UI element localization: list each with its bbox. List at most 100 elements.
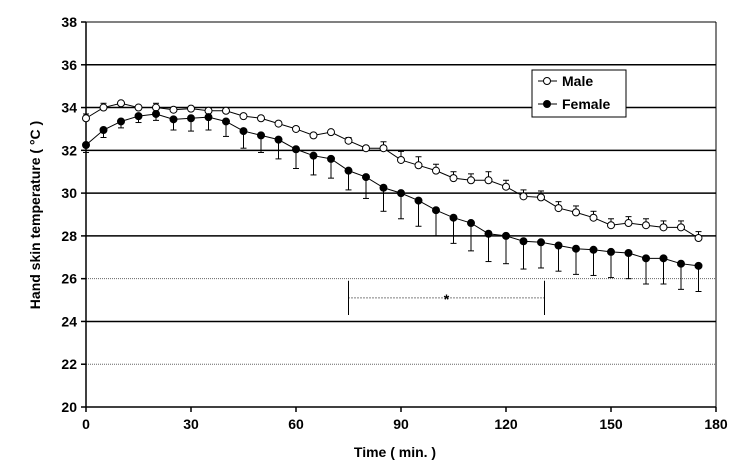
legend-marker-female [543,100,551,108]
point-male [362,144,370,153]
annotation-asterisk: * [444,291,450,307]
y-tick-label-22: 22 [61,356,77,372]
point-female [169,115,178,124]
significance-annotation: * [348,280,545,316]
point-female [677,259,685,268]
legend-label-male: Male [562,73,593,89]
point-female [502,231,510,240]
point-male [537,193,545,202]
point-male [117,99,125,108]
point-female [624,249,633,257]
point-male [397,155,405,164]
point-female [607,247,615,256]
point-female [484,229,493,238]
series-layer [82,99,703,292]
point-female [82,140,90,149]
point-male [677,223,685,232]
point-female [134,112,143,121]
point-male [642,221,650,230]
y-tick-label-36: 36 [61,57,77,73]
point-female [204,113,213,122]
point-female [292,145,300,154]
point-female [327,154,335,163]
series-line-male [85,102,699,239]
tick-labels: 20 22 24 26 28 30 32 34 36 38 0 30 60 90 120 150 180 [61,14,727,432]
legend: Male Female [531,69,627,118]
point-female [344,166,353,175]
point-female [554,241,563,250]
point-male [327,128,335,137]
x-tick-label-180: 180 [704,416,728,432]
point-female [537,238,545,247]
point-male [432,166,440,175]
point-female [572,244,580,253]
x-axis-label: Time ( min. ) [354,444,436,460]
point-male [274,119,283,128]
y-tick-label-30: 30 [61,185,77,201]
point-female [309,151,318,160]
point-male [169,105,178,114]
x-tick-label-30: 30 [183,416,199,432]
legend-label-female: Female [562,96,610,112]
point-female [449,213,458,222]
point-male [344,136,353,145]
point-female [379,183,388,192]
point-female [117,117,125,126]
series-female [82,109,703,292]
y-axis-label: Hand skin temperature ( °C ) [27,121,43,309]
point-male [554,204,563,213]
point-female [397,189,405,198]
point-male [484,176,493,185]
point-female [257,131,265,140]
point-male [449,174,458,183]
point-male [292,124,300,133]
series-line-female [85,113,699,267]
point-female [222,117,230,126]
series-male [82,99,703,243]
point-female [362,173,370,182]
point-female [187,114,195,123]
point-male [414,161,423,170]
x-tick-label-120: 120 [494,416,518,432]
y-tick-label-24: 24 [61,313,77,329]
point-male [309,131,318,140]
axes [81,21,717,412]
point-male [379,144,388,153]
point-male [694,234,703,243]
y-tick-label-28: 28 [61,228,77,244]
x-tick-label-150: 150 [599,416,623,432]
point-female [152,109,160,118]
point-male [239,112,248,121]
point-male [222,106,230,115]
point-male [82,114,90,123]
point-female [694,261,703,270]
point-male [659,223,668,232]
y-tick-label-34: 34 [61,100,77,116]
point-male [134,103,143,112]
point-female [432,206,440,215]
point-female [274,135,283,144]
point-female [519,237,528,246]
point-female [99,126,108,135]
y-tick-label-32: 32 [61,142,77,158]
y-tick-label-38: 38 [61,14,77,30]
point-female [239,127,248,136]
x-tick-label-0: 0 [82,416,90,432]
x-tick-label-90: 90 [393,416,409,432]
point-female [414,196,423,205]
point-male [502,182,510,191]
legend-marker-male [543,77,551,85]
point-male [257,114,265,123]
point-female [467,219,475,228]
point-female [659,254,668,263]
point-male [607,221,615,230]
point-male [519,192,528,201]
y-tick-label-20: 20 [61,399,77,415]
point-male [589,213,598,222]
point-male [624,219,633,228]
point-male [572,208,580,217]
point-male [99,103,108,112]
y-tick-label-26: 26 [61,271,77,287]
point-male [187,104,195,113]
